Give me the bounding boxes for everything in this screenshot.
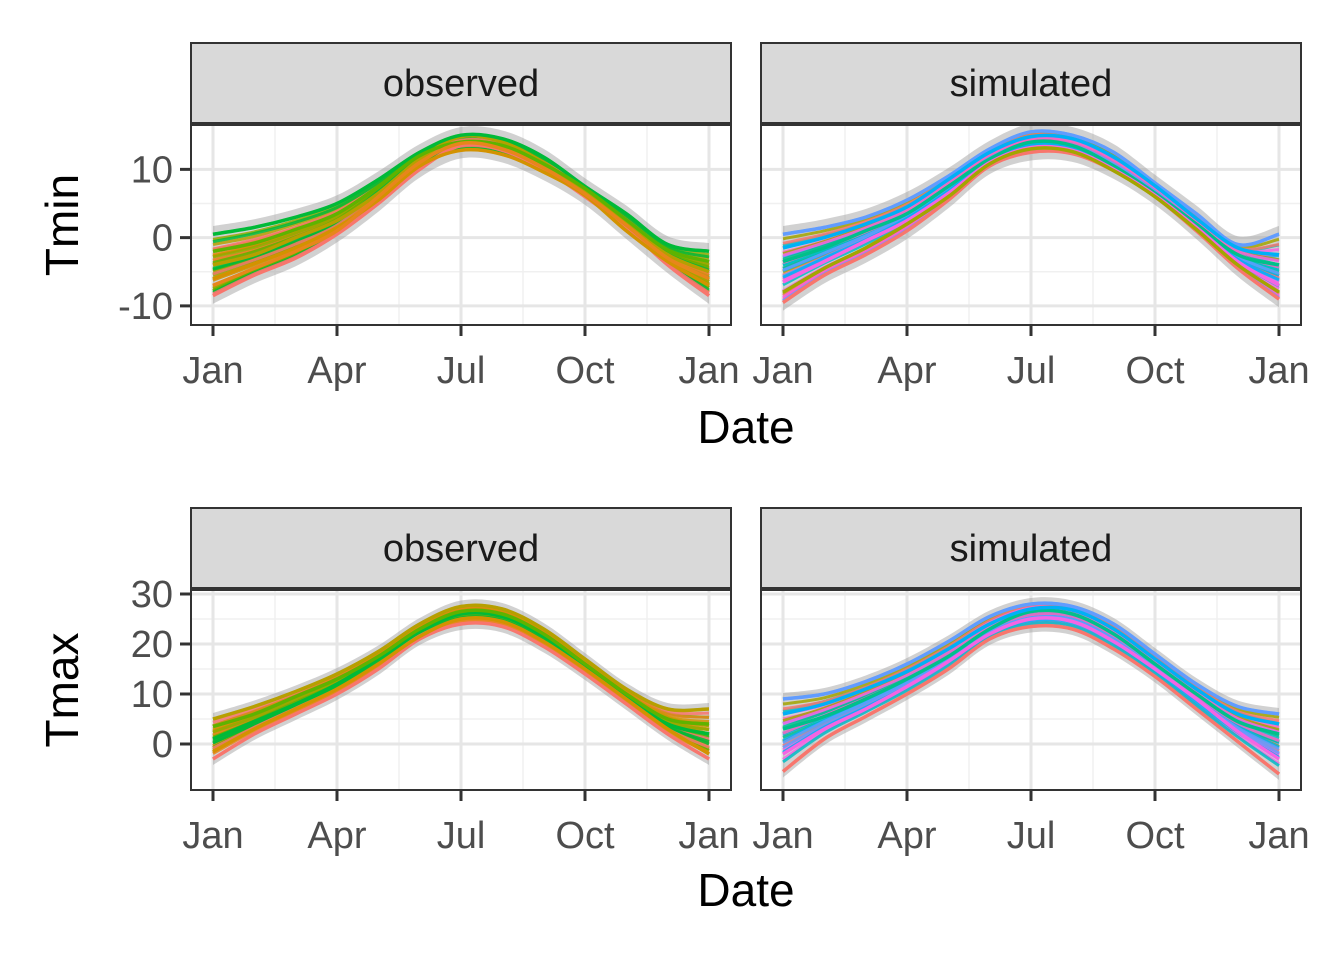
series-line <box>782 621 1280 767</box>
x-tick-label: Jan <box>182 350 243 392</box>
series-line <box>212 603 710 721</box>
facet-strip <box>760 507 1302 589</box>
series-group <box>782 125 1281 311</box>
series-line <box>212 141 710 288</box>
facet-strip <box>190 42 732 124</box>
y-tick-label: 0 <box>152 218 173 260</box>
facet-label: simulated <box>950 63 1113 105</box>
series-line <box>212 608 710 729</box>
x-tick-label: Jan <box>182 815 243 857</box>
x-axis-title: Date <box>697 401 794 453</box>
x-tick-label: Jul <box>1007 815 1056 857</box>
x-tick-label: Oct <box>555 350 615 392</box>
facet-label: observed <box>383 528 539 570</box>
x-tick-label: Jul <box>437 350 486 392</box>
x-tick-label: Jan <box>1248 350 1309 392</box>
series-line <box>782 605 1280 726</box>
facet-label: observed <box>383 63 539 105</box>
series-line <box>782 608 1280 736</box>
series-group <box>212 126 711 304</box>
x-tick-label: Apr <box>307 350 366 392</box>
series-group <box>212 599 710 765</box>
y-tick-label: 30 <box>131 574 173 616</box>
y-axis-title: Tmin <box>36 174 88 276</box>
y-tick-label: -10 <box>118 286 173 328</box>
y-tick-label: 20 <box>131 624 173 666</box>
series-line <box>782 129 1280 247</box>
x-tick-label: Jul <box>1007 350 1056 392</box>
x-tick-label: Oct <box>1125 815 1185 857</box>
series-line <box>212 621 710 761</box>
y-tick-label: 10 <box>131 674 173 716</box>
series-line <box>782 146 1280 294</box>
x-tick-label: Apr <box>877 815 936 857</box>
y-axis-title: Tmax <box>36 633 88 748</box>
facet-strip <box>760 42 1302 124</box>
series-line <box>212 147 710 287</box>
series-line <box>782 601 1280 716</box>
series-line <box>781 623 1281 776</box>
x-tick-label: Jul <box>437 815 486 857</box>
x-axis-title: Date <box>697 864 794 916</box>
x-tick-label: Jan <box>678 350 739 392</box>
series-line <box>212 132 710 254</box>
x-tick-label: Apr <box>877 350 936 392</box>
x-tick-label: Oct <box>555 815 615 857</box>
series-group <box>781 597 1281 780</box>
series-line <box>782 139 1280 267</box>
y-tick-label: 0 <box>152 724 173 766</box>
x-tick-label: Apr <box>307 815 366 857</box>
facet-label: simulated <box>950 528 1113 570</box>
series-line <box>782 133 1280 257</box>
x-tick-label: Oct <box>1125 350 1185 392</box>
x-tick-label: Jan <box>678 815 739 857</box>
x-tick-label: Jan <box>752 350 813 392</box>
x-tick-label: Jan <box>1248 815 1309 857</box>
facet-strip <box>190 507 732 589</box>
y-tick-label: 10 <box>131 149 173 191</box>
series-line <box>782 616 1280 761</box>
series-line <box>212 610 710 741</box>
x-tick-label: Jan <box>752 815 813 857</box>
series-line <box>212 615 710 756</box>
